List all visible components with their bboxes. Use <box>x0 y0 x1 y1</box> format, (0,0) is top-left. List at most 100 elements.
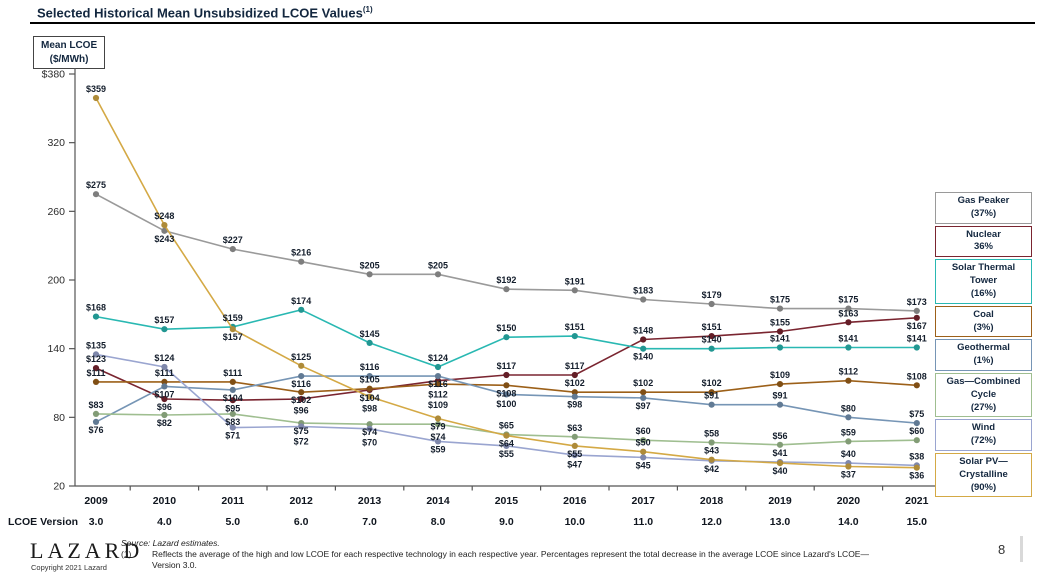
data-label-gas-combined-cycle: $74 <box>430 432 445 442</box>
series-point-coal <box>640 389 647 396</box>
data-label-gas-combined-cycle: $82 <box>157 418 172 428</box>
chart-legend: Gas Peaker (37%) Nuclear 36% Solar Thermal To… <box>935 192 1032 498</box>
data-label-nuclear: $167 <box>907 321 927 331</box>
series-point-coal <box>229 378 236 385</box>
data-label-nuclear: $155 <box>770 318 790 328</box>
data-label-wind: $71 <box>225 431 240 441</box>
data-label-coal: $108 <box>496 388 516 398</box>
series-point-solar-thermal-tower <box>640 345 647 352</box>
series-point-geothermal <box>571 393 578 400</box>
legend-item-line: Gas Peaker <box>957 195 1010 206</box>
series-point-wind <box>503 442 510 449</box>
data-label-solar-pv-crystalline: $40 <box>772 466 787 476</box>
series-point-nuclear <box>776 328 784 335</box>
data-label-nuclear: $96 <box>157 402 172 412</box>
legend-item-line: (72%) <box>970 435 997 447</box>
data-label-geothermal: $107 <box>154 389 174 399</box>
series-point-solar-pv-crystalline <box>776 460 784 467</box>
series-point-gas-peaker <box>298 258 305 265</box>
title-divider <box>30 22 1035 24</box>
x-axis-year-2020: 2020 <box>836 495 861 507</box>
data-label-wind: $38 <box>909 451 924 461</box>
data-label-gas-peaker: $216 <box>291 248 311 258</box>
series-point-gas-peaker <box>913 307 920 314</box>
data-label-solar-pv-crystalline: $50 <box>636 438 651 448</box>
data-label-solar-thermal-tower: $140 <box>633 352 653 362</box>
legend-item-line: (1%) <box>973 355 994 367</box>
y-axis-tick-label: 200 <box>47 275 65 287</box>
data-label-gas-peaker: $205 <box>428 260 448 270</box>
series-point-geothermal <box>298 373 305 380</box>
series-point-solar-thermal-tower <box>434 363 442 371</box>
data-label-gas-combined-cycle: $75 <box>294 426 309 436</box>
lcoe-version-7.0: 7.0 <box>362 516 377 528</box>
series-geothermal <box>92 373 920 427</box>
lcoe-version-13.0: 13.0 <box>769 516 791 528</box>
series-point-solar-pv-crystalline <box>366 393 373 400</box>
page-number-divider <box>1020 536 1023 562</box>
footnote-line1: Reflects the average of the high and low… <box>152 549 869 559</box>
y-axis-tick-label: $380 <box>42 69 66 81</box>
data-label-coal: $109 <box>770 370 790 380</box>
data-label-wind: $45 <box>636 460 651 470</box>
legend-item-wind: Wind (72%) <box>935 419 1032 451</box>
series-line-gas-peaker <box>95 193 917 312</box>
series-point-gas-peaker <box>708 300 715 308</box>
lcoe-version-row-label: LCOE Version <box>8 516 79 528</box>
x-axis-year-2012: 2012 <box>289 495 313 507</box>
lcoe-version-14.0: 14.0 <box>838 516 859 528</box>
series-point-coal <box>571 389 578 396</box>
series-point-coal <box>92 378 100 385</box>
x-axis-year-2018: 2018 <box>699 495 724 507</box>
series-point-geothermal <box>845 414 852 421</box>
x-axis-year-2009: 2009 <box>84 495 108 507</box>
data-label-gas-combined-cycle: $58 <box>704 429 719 439</box>
data-label-gas-peaker: $275 <box>86 180 106 190</box>
data-label-solar-thermal-tower: $151 <box>565 322 585 332</box>
footnote-line2: Version 3.0. <box>152 560 197 571</box>
series-coal <box>92 377 920 396</box>
x-axis-year-2017: 2017 <box>631 495 655 507</box>
legend-item-line: Tower <box>969 275 998 287</box>
series-point-gas-combined-cycle <box>776 441 784 448</box>
series-point-geothermal <box>161 383 168 390</box>
y-axis-tick-label: 320 <box>47 137 65 149</box>
series-point-gas-peaker <box>434 271 442 278</box>
series-point-nuclear <box>298 395 305 403</box>
series-point-gas-combined-cycle <box>708 439 715 446</box>
data-label-geothermal: $91 <box>772 391 787 401</box>
data-label-solar-thermal-tower: $174 <box>291 296 311 306</box>
series-point-wind <box>640 454 647 461</box>
series-point-gas-combined-cycle <box>640 437 647 444</box>
legend-item-geothermal: Geothermal (1%) <box>935 339 1032 371</box>
series-point-gas-peaker <box>92 191 100 198</box>
series-point-geothermal <box>366 373 373 380</box>
series-point-solar-thermal-tower <box>913 344 920 351</box>
footnote-marker: (1) <box>121 549 132 559</box>
legend-item-line: (16%) <box>970 287 997 299</box>
y-axis-tick-label: 260 <box>47 206 65 218</box>
series-point-nuclear <box>913 314 920 321</box>
page-title-footnote-ref: (1) <box>362 5 373 14</box>
data-label-gas-combined-cycle: $59 <box>841 427 856 437</box>
data-label-nuclear: $96 <box>294 406 309 416</box>
data-label-coal: $102 <box>291 395 311 405</box>
data-label-coal: $102 <box>565 378 585 388</box>
series-point-coal <box>503 382 510 389</box>
data-label-wind: $47 <box>567 459 582 469</box>
data-label-gas-peaker: $183 <box>633 286 653 296</box>
data-label-solar-thermal-tower: $140 <box>702 335 722 345</box>
legend-item-line: Crystalline <box>959 468 1008 480</box>
series-point-coal <box>434 381 442 388</box>
data-label-wind: $72 <box>294 437 309 447</box>
data-label-coal: $102 <box>633 378 653 388</box>
lcoe-version-15.0: 15.0 <box>906 516 928 528</box>
data-label-solar-pv-crystalline: $248 <box>154 211 174 221</box>
data-label-solar-pv-crystalline: $36 <box>909 471 924 481</box>
data-label-solar-pv-crystalline: $37 <box>841 470 856 480</box>
series-point-nuclear <box>845 319 852 326</box>
data-label-nuclear: $123 <box>86 354 106 364</box>
series-point-geothermal <box>434 373 442 380</box>
data-label-nuclear: $104 <box>360 393 380 403</box>
